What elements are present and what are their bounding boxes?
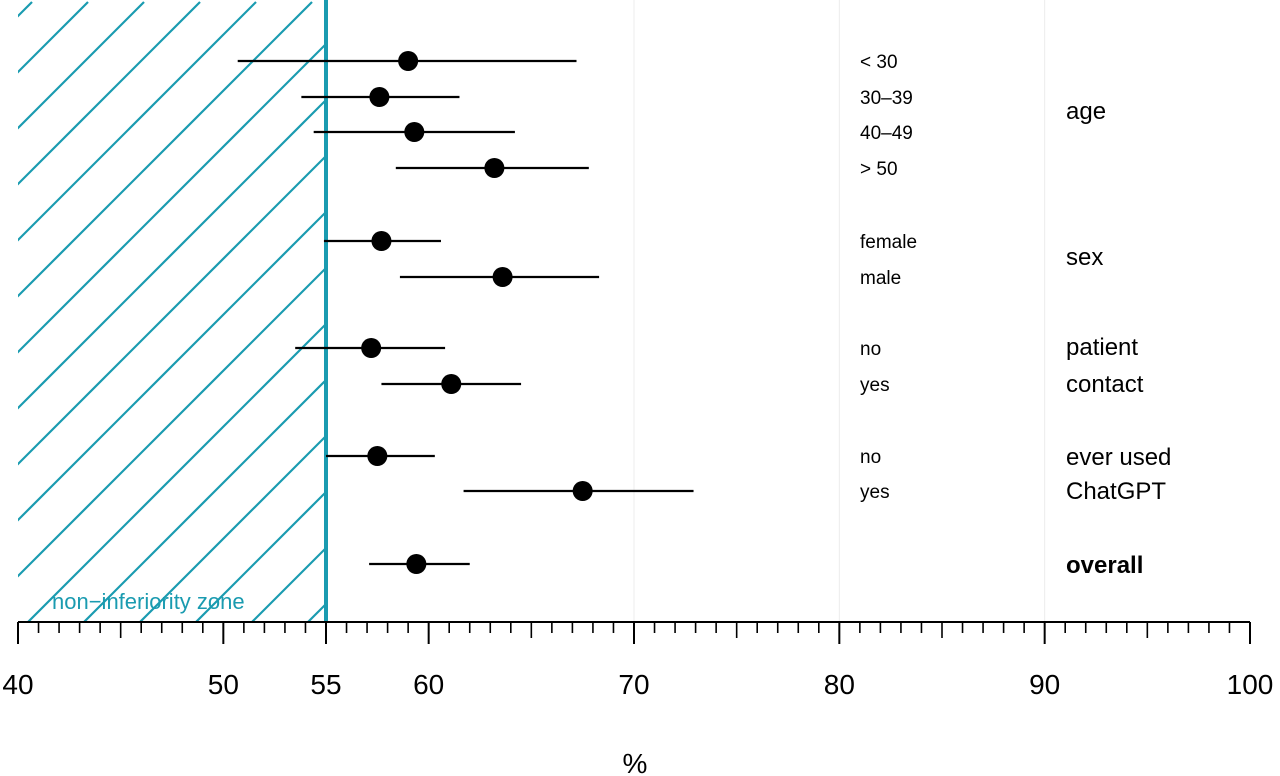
hatch-line bbox=[27, 320, 328, 622]
hatch-line bbox=[18, 264, 328, 578]
tick-label-40: 40 bbox=[2, 669, 33, 700]
hatch-line bbox=[18, 1, 201, 186]
row-label-7: yes bbox=[860, 375, 890, 396]
row-label-8: no bbox=[860, 447, 881, 468]
hatch-line bbox=[307, 600, 328, 622]
hatch-line bbox=[18, 1, 257, 242]
point-estimate-5 bbox=[492, 267, 513, 287]
hatch-line bbox=[18, 1, 313, 298]
point-estimate-0 bbox=[398, 51, 419, 71]
tick-label-60: 60 bbox=[413, 669, 444, 700]
hatch-line bbox=[18, 208, 328, 522]
tick-label-80: 80 bbox=[824, 669, 855, 700]
tick-label-70: 70 bbox=[618, 669, 649, 700]
tick-label-55: 55 bbox=[310, 669, 341, 700]
grid-lines bbox=[633, 0, 1046, 622]
point-estimate-8 bbox=[367, 446, 388, 466]
hatch-line bbox=[83, 376, 328, 622]
data-rows: < 30 30–39 40–49 > 50 female male no yes no yes bbox=[237, 51, 917, 574]
point-estimate-6 bbox=[361, 338, 382, 358]
row-label-2: 40–49 bbox=[860, 123, 913, 144]
tick-label-100: 100 bbox=[1227, 669, 1274, 700]
hatch-line bbox=[18, 152, 328, 466]
group-label-2-0: patient bbox=[1066, 334, 1138, 361]
row-label-1: 30–39 bbox=[860, 88, 913, 109]
hatch-line bbox=[139, 432, 328, 622]
point-estimate-4 bbox=[371, 231, 392, 251]
row-label-0: < 30 bbox=[860, 52, 898, 73]
row-label-4: female bbox=[860, 232, 917, 253]
tick-label-90: 90 bbox=[1029, 669, 1060, 700]
point-estimate-2 bbox=[404, 122, 425, 142]
group-label-4-0: overall bbox=[1066, 552, 1143, 579]
point-estimate-9 bbox=[572, 481, 593, 501]
group-label-3-1: ChatGPT bbox=[1066, 478, 1166, 505]
zone-label: non−inferiority zone bbox=[52, 589, 245, 614]
hatch-line bbox=[251, 544, 328, 622]
hatch-line bbox=[195, 488, 328, 622]
x-axis: 40 50 55 60 70 80 90 100 bbox=[2, 621, 1274, 700]
point-estimate-3 bbox=[484, 158, 505, 178]
group-label-0-0: age bbox=[1066, 98, 1106, 125]
point-estimate-10 bbox=[406, 554, 427, 574]
hatch-line bbox=[18, 96, 328, 410]
hatch-line bbox=[18, 40, 328, 354]
row-label-6: no bbox=[860, 339, 881, 360]
group-label-3-0: ever used bbox=[1066, 444, 1171, 471]
hatch-line bbox=[18, 1, 33, 18]
group-labels: age sex patient contact ever used ChatGPT over… bbox=[1066, 98, 1171, 579]
group-label-1-0: sex bbox=[1066, 244, 1103, 271]
point-estimate-1 bbox=[369, 87, 390, 107]
point-estimate-7 bbox=[441, 374, 462, 394]
row-label-9: yes bbox=[860, 482, 890, 503]
tick-label-50: 50 bbox=[208, 669, 239, 700]
group-label-2-1: contact bbox=[1066, 371, 1144, 398]
x-axis-title: % bbox=[623, 748, 648, 776]
row-label-5: male bbox=[860, 268, 901, 289]
hatch-line bbox=[18, 1, 145, 130]
non-inferiority-zone bbox=[18, 1, 328, 622]
row-label-3: > 50 bbox=[860, 159, 898, 180]
hatch-line bbox=[18, 1, 89, 74]
